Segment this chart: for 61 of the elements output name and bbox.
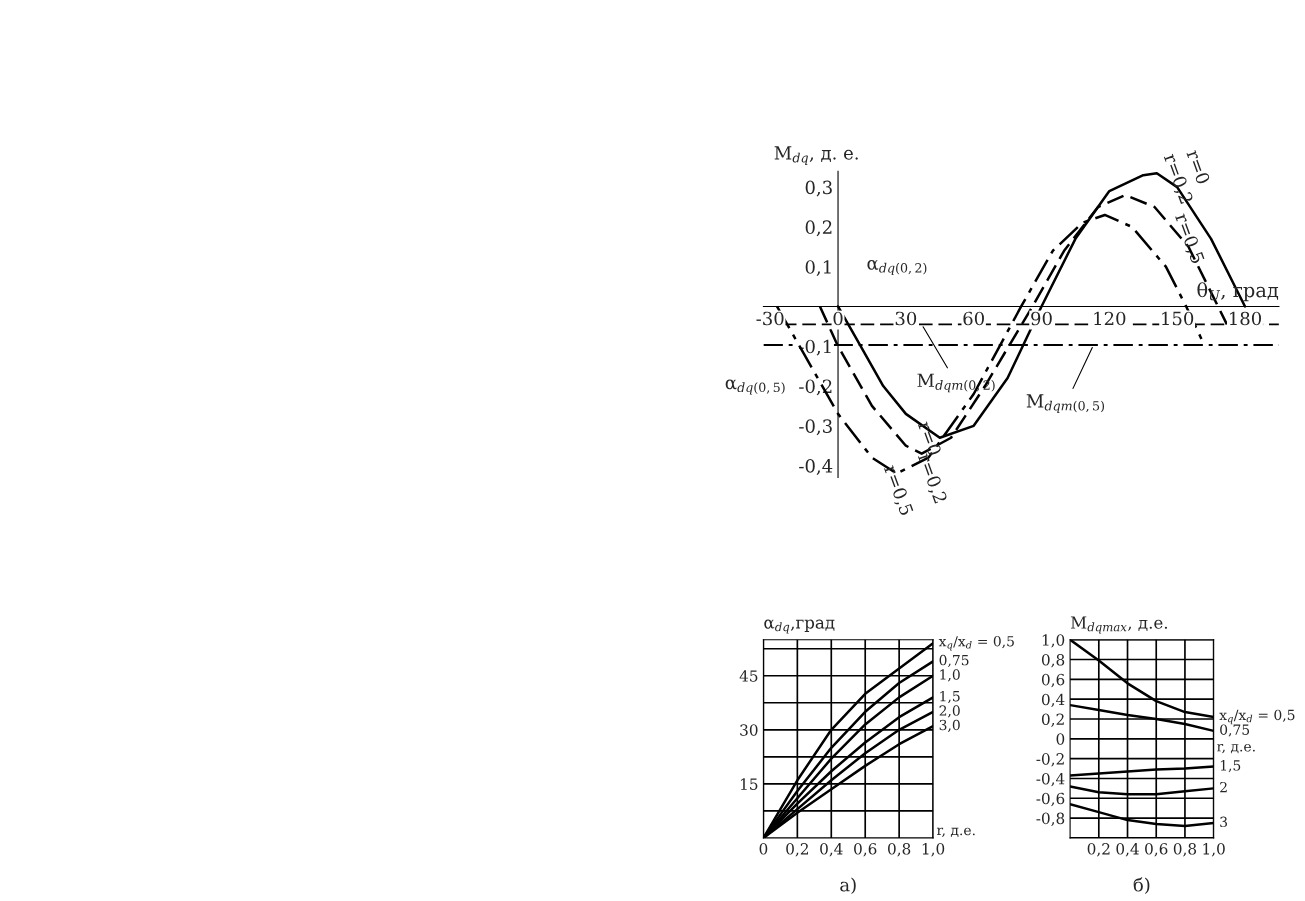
y-tick-label: 0,3	[805, 180, 832, 197]
x-tick-label: 90	[1031, 311, 1052, 326]
series-label: x$_{q}$/x$_{d}$ = 0,5	[938, 635, 1014, 651]
x-tick-label: 30	[895, 311, 917, 326]
annotation: α$_{dq(0,5)}$	[725, 379, 785, 395]
x-tick-label: 0,2	[786, 843, 808, 857]
x-tick-label: 120	[1094, 311, 1126, 326]
text: б)	[1133, 877, 1150, 895]
series-label: 1,5	[940, 690, 960, 704]
y-tick-label: 0,8	[1041, 654, 1065, 668]
x-tick-label: 0,2	[1087, 843, 1110, 857]
series-label: 3,0	[939, 719, 960, 732]
x-tick-label: 60	[963, 311, 984, 326]
text: а)	[840, 877, 856, 895]
x-tick-label: 0,8	[1173, 843, 1197, 857]
y-tick-label: 30	[740, 724, 758, 736]
y-tick-label: 0,6	[1041, 673, 1065, 688]
x-tick-label: 180	[1229, 311, 1262, 326]
x-tick-label: 0	[833, 311, 843, 326]
series-label: 1,5	[1220, 760, 1241, 773]
series-label: x$_{q}$/x$_{d}$ = 0,5	[1219, 709, 1295, 725]
y-axis-title: α$_{dq}$,град	[764, 619, 835, 634]
x-tick-label: 0,6	[1145, 843, 1168, 857]
y-tick-label: 45	[739, 670, 758, 682]
y-tick-label: -0,4	[799, 459, 833, 475]
y-tick-label: 0,4	[1041, 693, 1065, 708]
x-axis-title: r, д.е.	[1217, 743, 1255, 754]
y-tick-label: -0,4	[1036, 772, 1065, 787]
x-tick-label: 0	[759, 843, 768, 855]
y-tick-label: -0,8	[1036, 812, 1065, 826]
x-tick-label: 1,0	[1203, 843, 1225, 857]
x-tick-label: 0,4	[1116, 843, 1139, 857]
series-label: 2,0	[939, 705, 960, 718]
y-tick-label: 0	[1056, 733, 1065, 745]
y-tick-label: -0,2	[1036, 753, 1064, 767]
annotation: M$_{dqт(0,5)}$	[1026, 394, 1105, 413]
series-label: 0,75	[939, 654, 969, 668]
y-tick-label: 0,2	[1041, 713, 1064, 727]
text: r=0,5	[1175, 213, 1205, 265]
x-tick-label: 0,6	[854, 843, 877, 857]
y-tick-label: 0,2	[805, 220, 832, 237]
y-tick-label: 1,0	[1042, 634, 1065, 648]
x-axis-title: r, д.е.	[936, 827, 975, 837]
x-tick-label: -30	[756, 311, 784, 326]
series-label: 2	[1220, 781, 1227, 793]
x-tick-label: 0,4	[820, 843, 843, 857]
y-tick-label: 15	[740, 778, 758, 790]
y-axis-title: M$_{dqmax}$, д.е.	[1070, 616, 1168, 634]
series-label: 1,0	[940, 669, 960, 682]
text: r=0,5	[881, 463, 914, 517]
y-tick-label: 0,1	[805, 260, 831, 276]
x-tick-label: 150	[1162, 311, 1194, 326]
series-label: 3	[1220, 816, 1228, 828]
series-label: 0,75	[1220, 724, 1250, 737]
y-tick-label: -0,6	[1036, 792, 1065, 807]
annotation: α$_{dq(0,2)}$	[867, 260, 927, 276]
y-tick-label: -0,1	[799, 339, 831, 356]
y-tick-label: -0,3	[799, 419, 832, 436]
y-axis-title: M$_{dq}$, д. е.	[774, 146, 858, 165]
x-tick-label: 0,8	[888, 843, 911, 857]
x-tick-label: 1,0	[922, 843, 945, 857]
